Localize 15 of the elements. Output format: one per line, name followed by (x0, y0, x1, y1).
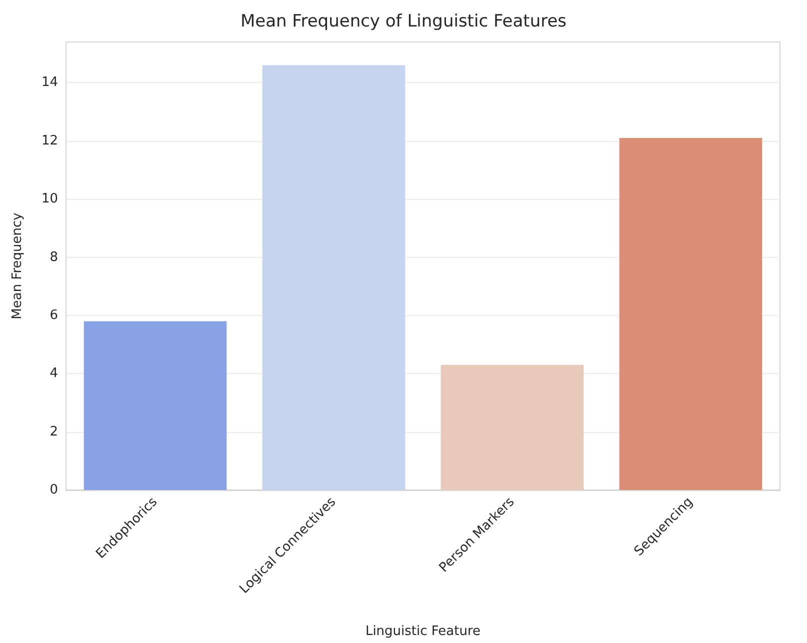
y-tick-label: 12 (41, 133, 58, 148)
y-axis-title: Mean Frequency (10, 212, 25, 320)
y-tick-label: 0 (50, 482, 58, 498)
chart-title: Mean Frequency of Linguistic Features (240, 12, 567, 32)
bar (262, 65, 406, 490)
y-tick-label: 6 (50, 308, 58, 323)
bar (619, 138, 762, 490)
y-tick-label: 4 (50, 366, 58, 382)
y-tick-label: 2 (50, 424, 58, 440)
bar (84, 321, 227, 490)
x-axis-title: Linguistic Feature (365, 624, 481, 639)
y-tick-label: 8 (50, 250, 58, 265)
y-tick-label: 14 (41, 75, 58, 90)
bar (440, 364, 584, 490)
y-tick-label: 10 (41, 192, 58, 207)
